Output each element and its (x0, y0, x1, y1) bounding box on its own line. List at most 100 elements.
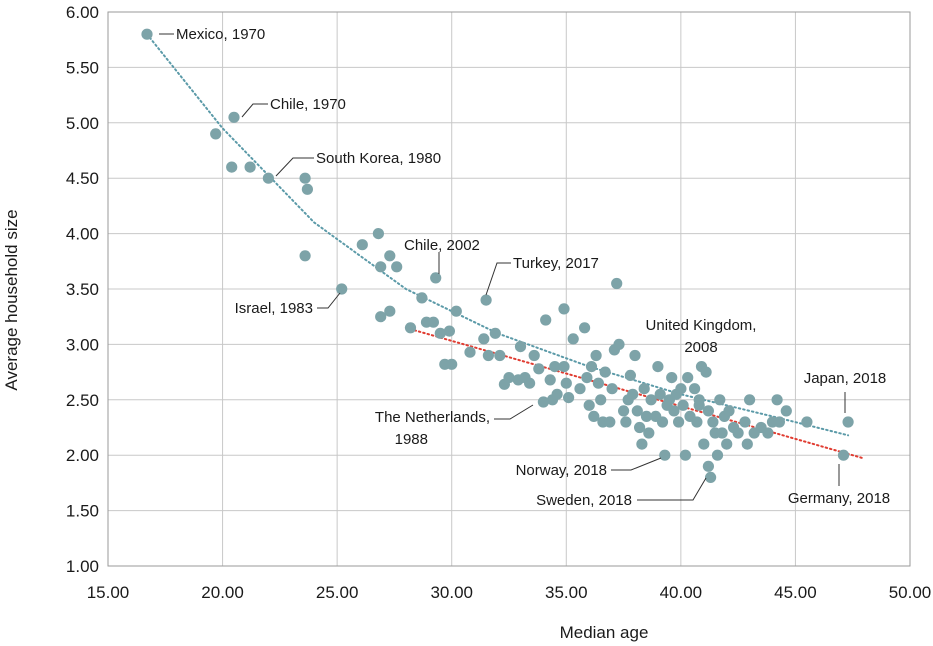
annotation-label: Chile, 2002 (404, 237, 480, 254)
x-tick-label: 45.00 (774, 583, 817, 602)
data-point (427, 316, 439, 328)
data-point (579, 322, 591, 334)
data-point (503, 372, 515, 384)
data-point (372, 228, 384, 240)
data-point (533, 363, 545, 375)
data-point (551, 388, 563, 400)
data-point (540, 314, 552, 326)
data-point (656, 416, 669, 428)
data-point (668, 405, 680, 417)
annotation-label: Germany, 2018 (788, 490, 890, 507)
data-point (631, 405, 643, 417)
x-tick-label: 50.00 (889, 583, 932, 602)
data-point (528, 349, 540, 362)
data-point (585, 361, 598, 373)
annotation-leader (611, 457, 662, 471)
data-point (583, 399, 595, 411)
data-point (723, 405, 735, 417)
data-point (299, 250, 311, 262)
trendline-0 (146, 33, 850, 437)
data-point (627, 388, 639, 400)
x-tick-label: 40.00 (660, 583, 703, 602)
data-point (721, 438, 733, 450)
plot-border (107, 11, 911, 567)
y-tick-label: 1.00 (66, 557, 99, 576)
data-point (384, 305, 396, 317)
data-point (478, 333, 490, 345)
y-tick-label: 3.50 (66, 280, 99, 299)
annotation-label: South Korea, 1980 (316, 150, 441, 167)
annotation-label: 1988 (395, 431, 428, 448)
data-point (762, 427, 774, 439)
data-point (592, 377, 605, 389)
data-point (480, 294, 492, 306)
data-point (450, 305, 462, 317)
data-point (652, 361, 664, 373)
data-point (606, 383, 618, 395)
data-point (443, 325, 455, 337)
x-tick-label: 35.00 (545, 583, 588, 602)
data-point (141, 28, 153, 40)
x-tick-label: 25.00 (316, 583, 359, 602)
data-point (659, 449, 671, 461)
data-point (514, 341, 527, 353)
trendlines (146, 33, 866, 460)
y-tick-label: 6.00 (66, 3, 99, 22)
data-point (537, 396, 550, 408)
data-point (677, 399, 689, 411)
data-point (679, 449, 692, 461)
data-point (391, 261, 403, 273)
data-point (702, 460, 715, 472)
data-point (375, 261, 387, 273)
data-point (613, 338, 625, 350)
data-point (716, 427, 728, 439)
data-point (780, 405, 792, 417)
data-point (464, 346, 476, 358)
data-point (404, 322, 417, 334)
data-point (640, 410, 653, 422)
data-point (226, 161, 238, 173)
data-point (702, 405, 715, 417)
y-axis-ticks: 1.00 1.50 2.00 2.50 3.00 3.50 4.00 4.50 5.00 5.50… (66, 3, 99, 576)
data-point (682, 372, 694, 384)
data-point (771, 394, 783, 406)
data-point (356, 239, 368, 251)
annotation-leader (241, 103, 268, 118)
x-tick-label: 20.00 (201, 583, 244, 602)
y-tick-label: 3.00 (66, 335, 99, 354)
data-point (673, 416, 685, 428)
y-tick-label: 1.50 (66, 502, 99, 521)
data-point (524, 377, 536, 389)
annotation-leader (275, 157, 314, 177)
annotation-label: Sweden, 2018 (536, 492, 632, 509)
data-point (590, 349, 602, 362)
data-point (375, 311, 387, 323)
annotation-label: Mexico, 1970 (176, 26, 265, 43)
data-point (595, 394, 607, 406)
data-point (837, 449, 850, 461)
data-points (141, 28, 854, 483)
data-point (741, 438, 753, 450)
data-point (581, 372, 593, 384)
data-point (336, 283, 348, 295)
data-point (711, 449, 724, 461)
data-point (638, 383, 650, 395)
data-point (643, 427, 655, 439)
data-point (634, 421, 646, 434)
annotation-label: Norway, 2018 (516, 462, 607, 479)
data-point (636, 438, 648, 450)
data-point (599, 366, 611, 378)
annotation-label: Israel, 1983 (235, 300, 313, 317)
y-tick-label: 2.50 (66, 391, 99, 410)
data-point (645, 394, 657, 406)
data-point (618, 405, 630, 417)
data-point (434, 327, 446, 339)
annotations: Mexico, 1970 Chile, 1970 South Korea, 1980… (159, 26, 890, 509)
annotation-label: Turkey, 2017 (513, 255, 599, 272)
x-tick-label: 30.00 (430, 583, 473, 602)
data-point (482, 349, 494, 362)
data-point (842, 416, 854, 428)
data-point (624, 369, 637, 381)
data-point (714, 394, 726, 406)
